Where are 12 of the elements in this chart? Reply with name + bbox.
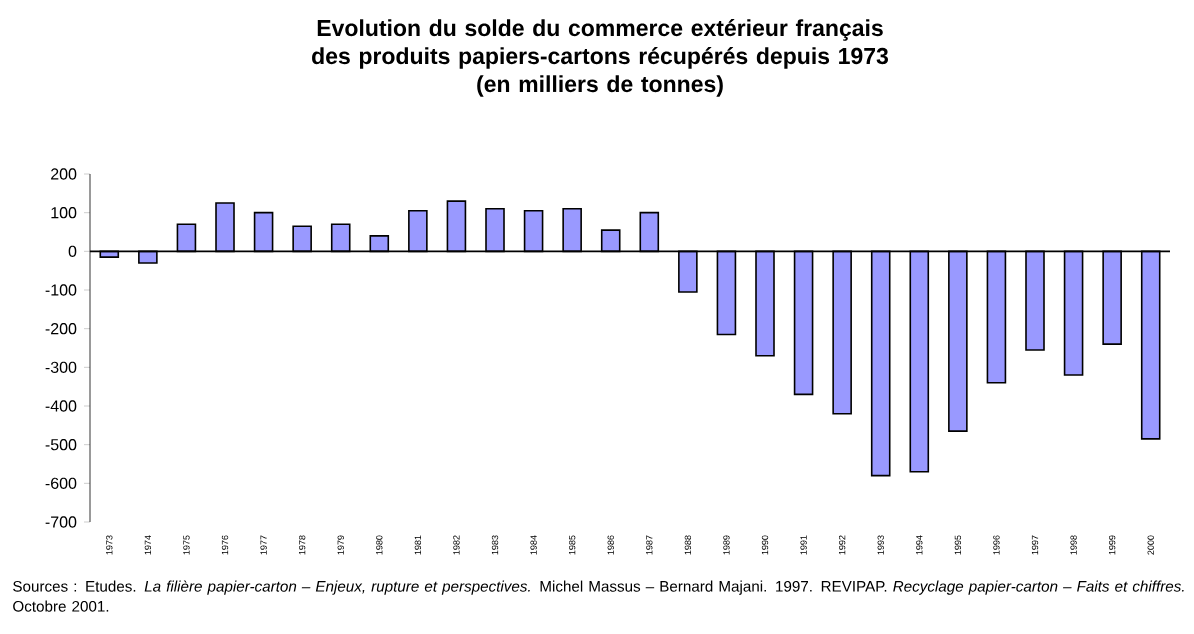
y-tick-label: -600 <box>45 477 77 489</box>
y-tick-label: -500 <box>45 439 77 451</box>
y-tick-label: 0 <box>68 245 77 257</box>
y-tick-label: -400 <box>45 400 77 412</box>
y-tick-label: 200 <box>51 168 77 180</box>
y-tick-label: -100 <box>45 284 77 296</box>
chart-subtitle: (en milliers de tonnes) <box>477 75 723 97</box>
y-tick-label: 100 <box>51 207 77 219</box>
chart-title: Evolution du solde du commerce extérieur français des produits papiers-cartons récupérés depuis 1973 <box>312 19 888 69</box>
y-tick-label: -300 <box>45 361 77 373</box>
y-tick-label: -200 <box>45 323 77 335</box>
y-tick-label: -700 <box>45 516 77 528</box>
